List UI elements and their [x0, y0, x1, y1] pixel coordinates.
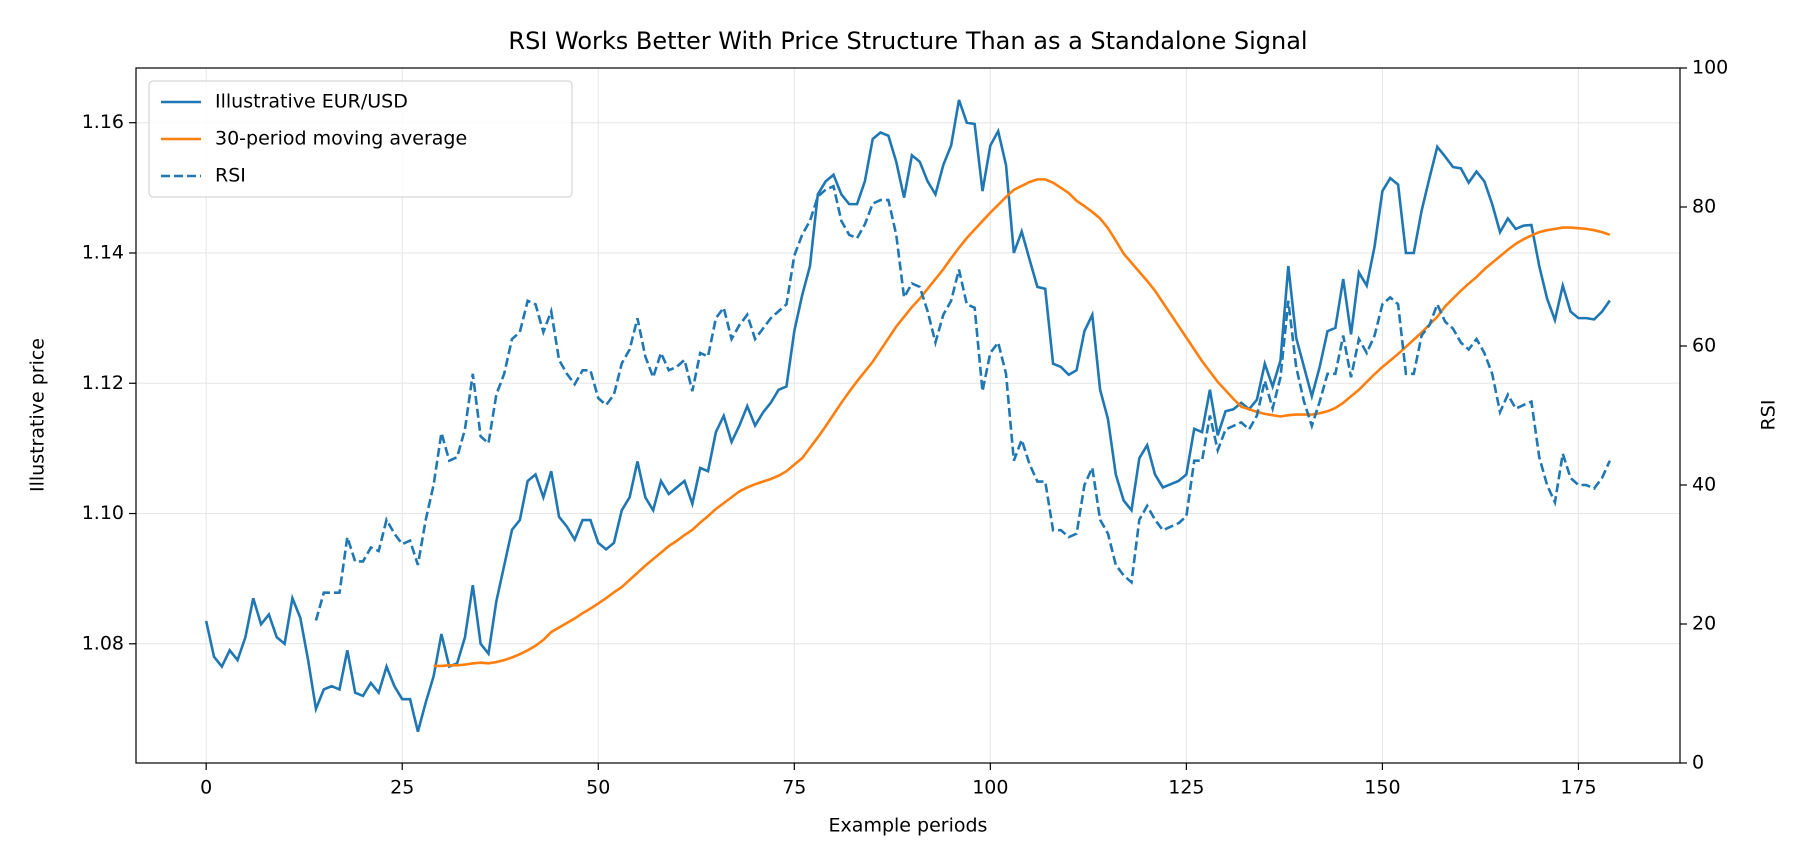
y2-axis-label: RSI [1758, 400, 1780, 431]
y2-tick-label: 80 [1692, 196, 1716, 218]
series-line [433, 178, 1611, 668]
legend-label: Illustrative EUR/USD [215, 91, 408, 113]
y2-tick-label: 100 [1692, 57, 1728, 79]
x-tick-label: 75 [782, 777, 806, 799]
x-tick-label: 100 [972, 777, 1008, 799]
x-tick-label: 25 [390, 777, 414, 799]
y-tick-label: 1.08 [82, 632, 124, 654]
y-axis-label: Illustrative price [27, 338, 49, 492]
x-tick-label: 50 [586, 777, 610, 799]
series-line [204, 99, 1611, 733]
y2-tick-label: 60 [1692, 335, 1716, 357]
y2-tick-label: 20 [1692, 613, 1716, 635]
x-tick-label: 175 [1560, 777, 1596, 799]
y2-tick-label: 40 [1692, 474, 1716, 496]
x-tick-label: 0 [200, 777, 212, 799]
legend-label: RSI [215, 165, 246, 187]
chart-title: RSI Works Better With Price Structure Th… [508, 27, 1307, 55]
y2-tick-label: 0 [1692, 752, 1704, 774]
series-line [314, 184, 1612, 621]
x-axis-label: Example periods [829, 815, 988, 837]
legend-label: 30-period moving average [215, 128, 467, 150]
y-tick-label: 1.12 [82, 372, 124, 394]
y-tick-label: 1.10 [82, 502, 124, 524]
y-tick-label: 1.14 [82, 241, 124, 263]
x-tick-label: 125 [1168, 777, 1204, 799]
y-tick-label: 1.16 [82, 111, 124, 133]
x-tick-label: 150 [1364, 777, 1400, 799]
legend-box [148, 80, 573, 198]
plot-frame [135, 67, 1681, 764]
